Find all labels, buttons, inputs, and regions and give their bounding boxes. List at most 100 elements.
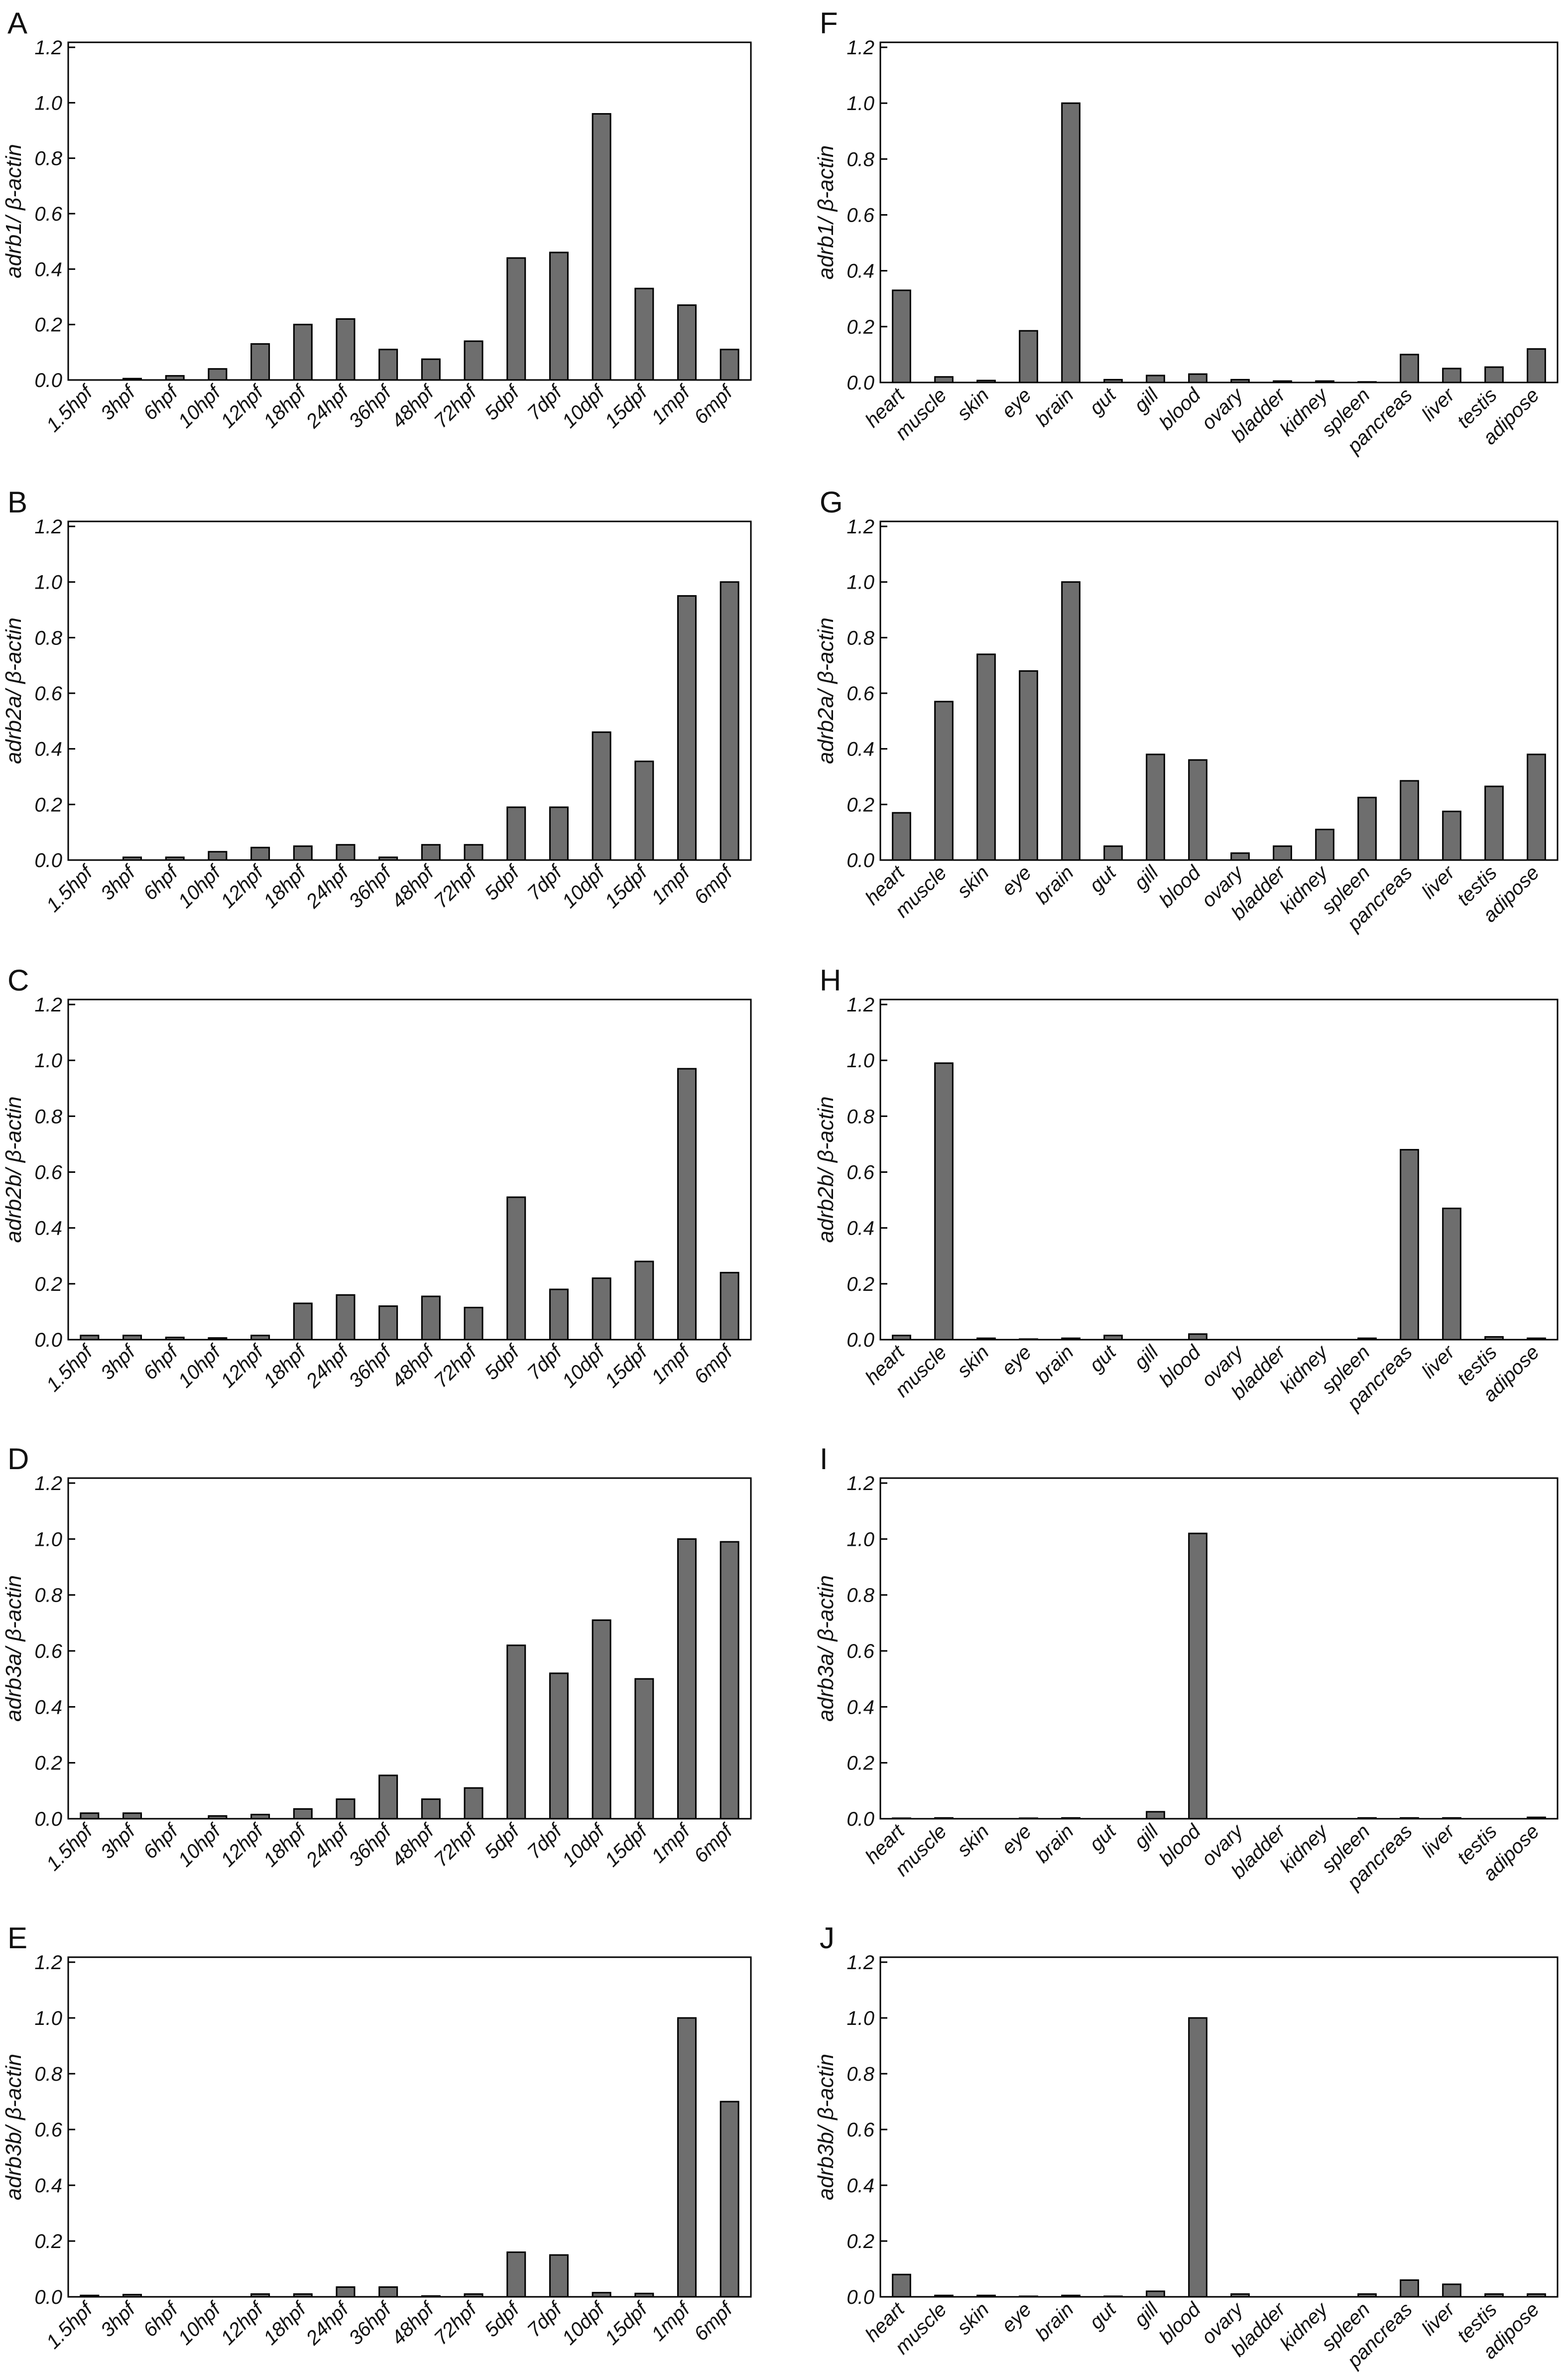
panel-i-category-label: skin	[953, 1820, 993, 1861]
panel-g-ytick-label: 0.2	[846, 794, 874, 816]
panel-j-bar	[1442, 2283, 1461, 2298]
panel-e-frame	[67, 1956, 752, 2298]
panel-a-ytick-label: 0.8	[34, 148, 62, 170]
panel-e-ylabel: adrb3b/ β-actin	[1, 2054, 26, 2200]
panel-c-ytick-label: 0.8	[34, 1106, 62, 1127]
panel-g-ytick-label: 0.8	[846, 627, 874, 649]
panel-c-category-label: 10dpf	[558, 1340, 610, 1392]
panel-j-bar	[1484, 2293, 1504, 2298]
panel-h-ytick-label: 0.4	[846, 1218, 874, 1240]
panel-j-bar	[892, 2273, 911, 2298]
panel-g-bar	[1230, 852, 1250, 861]
panel-c-bar	[634, 1260, 654, 1341]
panel-b-ytick-label: 0.8	[34, 627, 62, 649]
panel-f-bar	[1400, 354, 1419, 383]
panel-f-category-label: skin	[953, 384, 993, 424]
panel-c-bar	[421, 1295, 441, 1341]
panel-i-bar	[1400, 1817, 1419, 1820]
panel-d-category-label: 36hpf	[345, 1819, 397, 1872]
panel-j-bar	[1188, 2017, 1207, 2298]
panel-g-bar	[1103, 845, 1123, 861]
panel-h-category-label: eye	[997, 1341, 1036, 1379]
panel-i-category-label: liver	[1418, 1820, 1459, 1862]
panel-f-bar	[1527, 348, 1546, 383]
panel-g-bar	[1188, 759, 1207, 861]
panel-e-ytick-label: 0.4	[34, 2175, 62, 2197]
panel-d-ytick-label: 1.0	[34, 1528, 62, 1550]
panel-j-bar	[1230, 2293, 1250, 2298]
panel-h-bar	[1400, 1149, 1419, 1341]
panel-e-bar	[336, 2286, 356, 2298]
panel-d-bar	[634, 1678, 654, 1820]
panel-h-category-label: liver	[1418, 1341, 1459, 1382]
panel-j-bar	[1061, 2294, 1081, 2298]
panel-i-ytick-label: 1.0	[846, 1528, 874, 1550]
panel-e-bar	[506, 2251, 526, 2298]
panel-d-bar	[378, 1774, 398, 1820]
panel-d-bar	[250, 1814, 270, 1820]
panel-b-category-label: 48hpf	[387, 861, 440, 913]
panel-b-bar	[165, 856, 185, 861]
panel-a-bar	[549, 251, 569, 381]
panel-g-bar	[1315, 829, 1334, 861]
panel-i-bar	[1061, 1817, 1081, 1820]
panel-f-bar	[1273, 380, 1292, 383]
panel-c-bar	[122, 1335, 142, 1341]
panel-d-category-label: 24hpf	[302, 1819, 354, 1872]
panel-g-letter: G	[820, 486, 843, 519]
panel-b-bar	[250, 847, 270, 861]
panel-i-ytick-label: 1.2	[846, 1473, 874, 1495]
panel-g-bar	[892, 812, 911, 861]
panel-j-ylabel: adrb3b/ β-actin	[814, 2054, 838, 2200]
panel-e-ytick-label: 0.0	[34, 2286, 62, 2308]
panel-i-category-label: brain	[1031, 1820, 1078, 1867]
panel-c-bar	[506, 1196, 526, 1341]
panel-b-ytick-label: 0.0	[34, 850, 62, 872]
panel-g-category-label: gut	[1085, 861, 1121, 897]
panel-g-ytick-label: 1.2	[846, 516, 874, 538]
panel-e-category-label: 10hpf	[174, 2297, 226, 2350]
panel-h-bar	[1527, 1337, 1546, 1341]
panel-c-bar	[677, 1068, 697, 1341]
panel-i-bar	[1019, 1817, 1038, 1820]
panel-c-bar	[293, 1302, 313, 1341]
panel-j-ytick-label: 1.0	[846, 2007, 874, 2029]
panel-a-bar	[122, 377, 142, 381]
panel-c-bar	[720, 1271, 739, 1341]
panel-a-ytick-label: 1.2	[34, 37, 62, 59]
panel-a-ytick-label: 0.0	[34, 370, 62, 391]
panel-c-ytick-label: 0.6	[34, 1162, 62, 1184]
panel-f-ytick-label: 0.4	[846, 260, 874, 282]
panel-f-bar	[1484, 366, 1504, 383]
panel-i-bar	[892, 1817, 911, 1820]
panel-b-bar	[592, 731, 611, 861]
panel-i-letter: I	[820, 1442, 828, 1476]
panel-b-category-label: 10hpf	[174, 861, 226, 913]
panel-b-category-label: 1mpf	[647, 861, 696, 909]
panel-c-letter: C	[7, 964, 29, 997]
panel-a-category-label: 6mpf	[690, 380, 738, 429]
panel-d-category-label: 1mpf	[647, 1819, 696, 1868]
panel-a-bar	[421, 358, 441, 381]
panel-c-category-label: 6mpf	[690, 1340, 738, 1388]
panel-c-category-label: 72hpf	[430, 1340, 482, 1392]
panel-e-bar	[378, 2286, 398, 2298]
panel-e-category-label: 24hpf	[302, 2297, 354, 2350]
panel-h-bar	[892, 1335, 911, 1341]
panel-c-category-label: 1mpf	[647, 1340, 696, 1388]
panel-b-bar	[506, 806, 526, 861]
panel-f-bar	[1146, 375, 1165, 383]
panel-e-category-label: 6mpf	[690, 2297, 738, 2346]
panel-f-ytick-label: 1.0	[846, 93, 874, 115]
panel-c-ylabel: adrb2b/ β-actin	[1, 1096, 26, 1243]
panel-d-category-label: 72hpf	[430, 1819, 482, 1872]
panel-b-ytick-label: 0.4	[34, 739, 62, 760]
panel-h-ytick-label: 0.6	[846, 1162, 874, 1184]
panel-j-ytick-label: 0.4	[846, 2175, 874, 2197]
panel-d-frame	[67, 1477, 752, 1820]
panel-b-category-label: 5dpf	[481, 861, 525, 905]
panel-d-category-label: 12hpf	[217, 1819, 269, 1872]
panel-c-category-label: 12hpf	[217, 1340, 269, 1392]
panel-d-bar	[122, 1812, 142, 1820]
panel-f-category-label: liver	[1418, 383, 1459, 425]
